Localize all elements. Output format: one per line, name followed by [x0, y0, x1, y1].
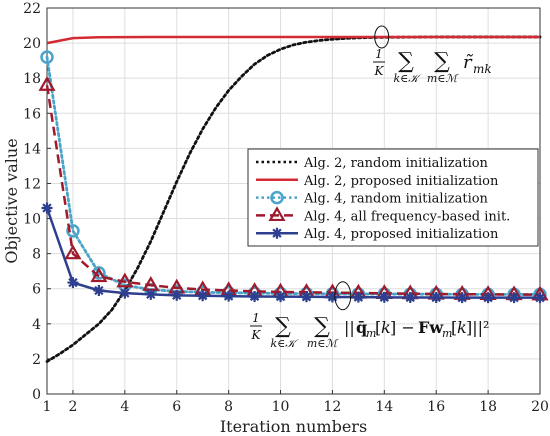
annotation-sum-rate: 1K ∑k∈𝒦∑m∈ℳr̃ mk	[373, 47, 492, 85]
annotation-norm-open: ||	[344, 318, 355, 337]
data-point	[404, 292, 416, 303]
annotation-r-sub: mk	[473, 62, 492, 76]
y-tick-label: 16	[23, 106, 41, 122]
annotation-sum-index: m∈ℳ	[427, 72, 460, 85]
annotation-Fw: Fw	[418, 318, 444, 337]
y-tick-label: 10	[23, 212, 41, 228]
x-tick-label: 1	[43, 399, 52, 415]
annotation-sum-index: k∈𝒦	[393, 72, 422, 85]
y-axis-label: Objective value	[2, 138, 21, 263]
x-tick-label: 16	[427, 399, 445, 415]
annotation-tail: [	[451, 318, 457, 337]
data-point	[249, 290, 261, 302]
legend-entry: Alg. 2, proposed initialization	[303, 174, 499, 189]
y-tick-label: 2	[32, 352, 41, 368]
data-point	[275, 291, 287, 303]
legend-entry: Alg. 4, proposed initialization	[303, 227, 499, 242]
annotation-sum: ∑	[434, 49, 450, 74]
data-point	[326, 291, 338, 303]
annotation-mid: [	[375, 318, 381, 337]
legend-marker	[270, 190, 284, 205]
x-tick-label: 4	[120, 399, 129, 415]
data-point	[116, 272, 134, 288]
data-point	[197, 290, 209, 302]
legend-entry: Alg. 4, random initialization	[303, 192, 489, 207]
annotation-sum-error: 1K ∑k∈𝒦∑m∈ℳ|| q̄m[k] − Fwm[k]||²	[250, 311, 489, 350]
data-point	[378, 291, 390, 303]
x-tick-label: 12	[324, 399, 342, 415]
data-point	[430, 292, 442, 303]
x-tick-label: 8	[224, 399, 233, 415]
annotation-q: q̄	[356, 318, 367, 337]
x-tick-label: 14	[375, 399, 393, 415]
data-point	[456, 292, 468, 304]
annotation-close: ]||²	[466, 318, 489, 337]
series-layer	[38, 35, 549, 363]
annotation-k2: k	[457, 318, 467, 337]
annotation-frac-den: K	[374, 64, 385, 78]
data-point	[171, 289, 183, 301]
plot-frame	[46, 7, 541, 395]
annotation-q-sub: m	[366, 327, 376, 340]
y-tick-label: 22	[23, 1, 41, 17]
annotation-sum-index: k∈𝒦	[270, 337, 299, 350]
annotation-r: r̃	[463, 52, 473, 73]
annotation-ellipse	[334, 281, 352, 311]
data-point	[534, 292, 546, 304]
data-point	[90, 267, 108, 283]
data-point	[41, 202, 53, 214]
annotation-w-sub: m	[442, 327, 452, 340]
y-tick-label: 12	[23, 176, 41, 192]
data-point	[223, 290, 235, 302]
y-tick-label: 8	[32, 247, 41, 263]
y-tick-label: 0	[32, 387, 41, 403]
x-tick-label: 20	[531, 399, 549, 415]
data-point	[145, 288, 157, 300]
annotation-sum: ∑	[314, 314, 330, 339]
x-tick-label: 2	[68, 399, 77, 415]
series-5	[41, 202, 546, 304]
data-point	[38, 75, 56, 91]
annotation-frac-num: 1	[252, 311, 260, 325]
data-point	[67, 277, 79, 289]
annotation-sum-index: m∈ℳ	[307, 337, 340, 350]
y-tick-label: 4	[32, 317, 41, 333]
annotation-frac-num: 1	[375, 47, 383, 61]
data-point	[40, 50, 54, 64]
x-tick-label: 6	[172, 399, 181, 415]
series-2	[46, 35, 540, 45]
data-point	[352, 291, 364, 303]
data-point	[508, 292, 520, 304]
data-point	[64, 244, 82, 260]
x-tick-label: 10	[272, 399, 290, 415]
legend: Alg. 2, random initialization Alg. 2, pro…	[247, 148, 539, 247]
legend-entry: Alg. 4, all frequency-based init.	[303, 209, 510, 224]
annotation-sum: ∑	[275, 314, 291, 339]
data-point	[119, 287, 131, 299]
annotation-k: k	[381, 318, 391, 337]
data-point	[482, 292, 494, 304]
annotation-sum: ∑	[398, 49, 414, 74]
legend-marker	[268, 206, 286, 222]
x-axis-label: Iteration numbers	[220, 417, 367, 436]
legend-entry: Alg. 2, random initialization	[303, 156, 489, 171]
legend-marker	[271, 227, 283, 239]
data-point	[300, 291, 312, 303]
annotation-ellipse	[374, 25, 390, 49]
annotation-minus: ] −	[390, 318, 415, 337]
data-point	[66, 224, 80, 238]
x-tick-label: 18	[479, 399, 497, 415]
y-tick-label: 6	[32, 282, 41, 298]
annotation-frac-den: K	[251, 328, 262, 342]
y-tick-label: 20	[23, 36, 41, 52]
data-point	[93, 284, 105, 296]
series-line	[46, 35, 540, 45]
y-tick-label: 18	[23, 71, 41, 87]
y-tick-label: 14	[23, 141, 41, 157]
